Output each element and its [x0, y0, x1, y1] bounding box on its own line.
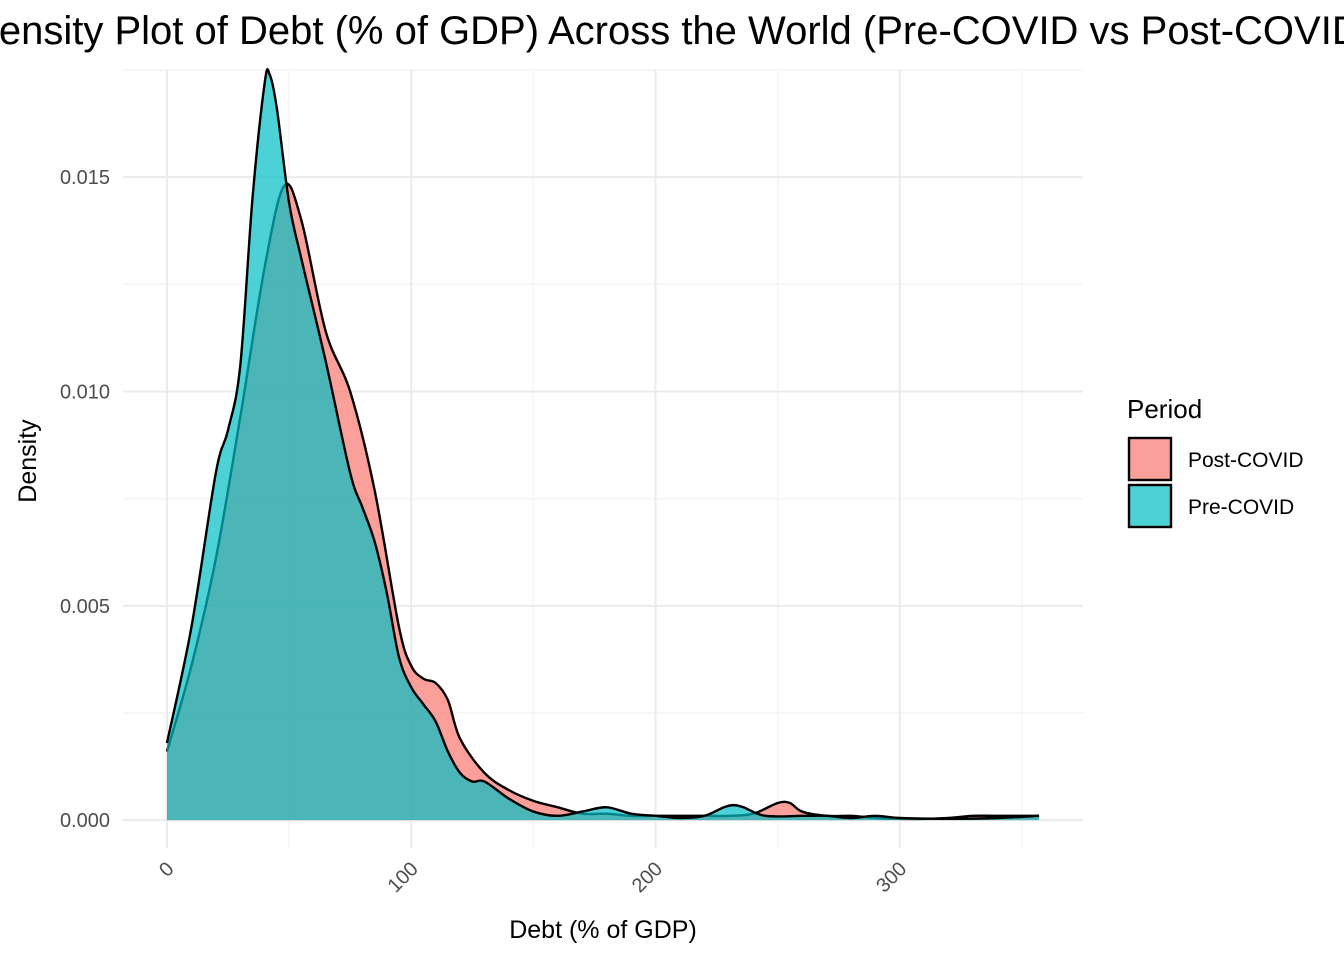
y-tick-label: 0.015 — [60, 167, 110, 189]
legend-label-pre-covid: Pre-COVID — [1188, 496, 1294, 519]
x-tick-label: 200 — [628, 858, 667, 897]
y-tick-label: 0.000 — [60, 810, 110, 832]
x-tick-label: 0 — [155, 858, 178, 881]
x-tick-label: 100 — [384, 858, 423, 897]
y-axis-ticks: 0.000 0.005 0.010 0.015 — [60, 167, 110, 832]
x-axis-ticks: 0 100 200 300 — [155, 858, 911, 897]
x-tick-label: 300 — [872, 858, 911, 897]
density-line-post-covid — [165, 182, 1040, 821]
density-line-pre-covid — [165, 67, 1040, 821]
series-layer — [165, 67, 1040, 821]
legend-key-post-covid — [1127, 436, 1173, 482]
chart-title: Density Plot of Debt (% of GDP) Across t… — [0, 9, 1344, 53]
density-area-pre-covid — [166, 69, 1040, 821]
series-pre-covid — [165, 67, 1040, 821]
legend-label-post-covid: Post-COVID — [1188, 449, 1304, 472]
y-tick-label: 0.010 — [60, 381, 110, 403]
legend: Period Post-COVID Pre-COVID — [1127, 394, 1304, 529]
x-axis-title: Debt (% of GDP) — [509, 916, 697, 944]
y-axis-title: Density — [14, 419, 42, 503]
y-tick-label: 0.005 — [60, 596, 110, 618]
legend-key-pre-covid — [1127, 483, 1173, 529]
legend-title: Period — [1127, 394, 1202, 424]
